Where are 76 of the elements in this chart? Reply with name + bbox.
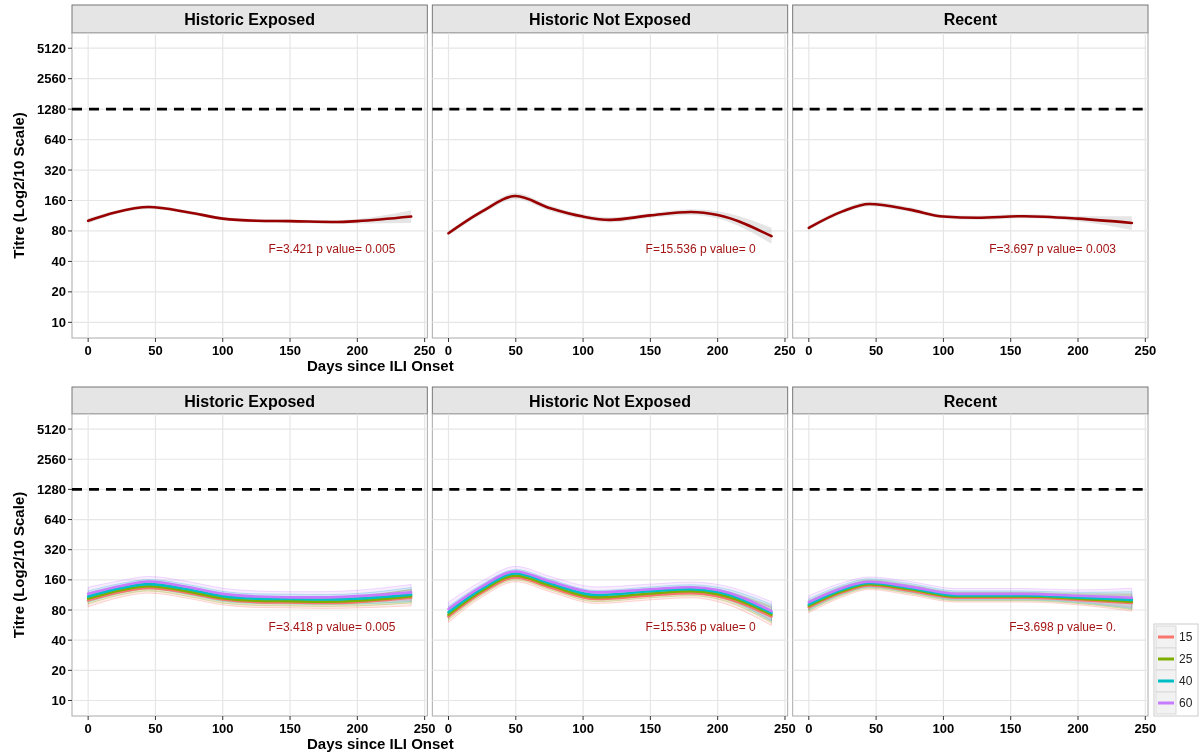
x-tick-label: 100 <box>572 343 594 358</box>
y-tick-label: 80 <box>51 223 66 239</box>
y-tick-label: 10 <box>51 314 66 330</box>
legend-label: 60 <box>1179 696 1193 710</box>
chart-title: Historic Not Exposed <box>529 393 691 410</box>
x-tick-label: 150 <box>999 343 1022 358</box>
y-tick-label: 1280 <box>37 481 66 497</box>
x-tick-label: 50 <box>868 721 884 736</box>
chart-title: Recent <box>943 11 998 28</box>
y-tick-label: 640 <box>44 512 66 528</box>
x-tick-label: 250 <box>774 343 796 358</box>
x-tick-label: 200 <box>706 721 729 736</box>
x-tick-label: 100 <box>572 721 594 736</box>
x-tick-label: 250 <box>1134 343 1157 358</box>
x-axis-title: Days since ILI Onset <box>306 357 454 374</box>
y-tick-label: 20 <box>51 662 66 678</box>
legend-label: 25 <box>1179 652 1193 666</box>
x-tick-label: 100 <box>932 343 955 358</box>
y-tick-label: 80 <box>51 602 66 618</box>
x-tick-label: 50 <box>148 343 163 358</box>
annotation: F=15.536 p value= 0 <box>645 241 756 256</box>
x-tick-label: 200 <box>346 721 369 736</box>
y-tick-label: 40 <box>51 253 66 269</box>
x-tick-label: 50 <box>868 343 884 358</box>
x-tick-label: 250 <box>413 721 436 736</box>
y-tick-label: 2560 <box>37 71 66 87</box>
x-tick-label: 250 <box>1134 721 1157 736</box>
x-tick-label: 100 <box>211 721 234 736</box>
annotation: F=3.698 p value= 0. <box>1009 620 1116 635</box>
legend-label: 15 <box>1179 630 1193 644</box>
x-tick-label: 0 <box>84 721 92 736</box>
annotation: F=15.536 p value= 0 <box>645 620 756 635</box>
y-tick-label: 320 <box>44 162 66 178</box>
x-tick-label: 150 <box>279 343 301 358</box>
y-tick-label: 40 <box>51 632 66 648</box>
chart-title: Recent <box>943 393 998 410</box>
x-tick-label: 0 <box>444 721 453 736</box>
x-tick-label: 0 <box>805 343 813 358</box>
x-tick-label: 50 <box>148 721 163 736</box>
y-tick-label: 20 <box>51 284 66 300</box>
annotation: F=3.418 p value= 0.005 <box>268 620 396 635</box>
legend-label: 40 <box>1179 674 1193 688</box>
y-tick-label: 320 <box>44 542 66 558</box>
y-tick-label: 5120 <box>37 40 66 56</box>
x-tick-label: 150 <box>279 721 301 736</box>
y-tick-label: 640 <box>44 132 66 148</box>
y-tick-label: 10 <box>51 692 66 708</box>
x-tick-label: 150 <box>639 343 662 358</box>
y-tick-label: 160 <box>44 572 66 588</box>
x-tick-label: 200 <box>1067 343 1089 358</box>
x-tick-label: 200 <box>1067 721 1089 736</box>
annotation: F=3.697 p value= 0.003 <box>989 241 1117 256</box>
x-tick-label: 150 <box>639 721 662 736</box>
chart-title: Historic Not Exposed <box>529 11 691 28</box>
x-tick-label: 100 <box>211 343 234 358</box>
x-tick-label: 0 <box>805 721 813 736</box>
annotation: F=3.421 p value= 0.005 <box>268 241 396 256</box>
x-tick-label: 200 <box>346 343 369 358</box>
x-tick-label: 100 <box>932 721 955 736</box>
y-tick-label: 5120 <box>37 421 66 437</box>
x-tick-label: 0 <box>444 343 453 358</box>
x-tick-label: 250 <box>413 343 436 358</box>
y-tick-label: 1280 <box>37 101 66 117</box>
x-axis-title: Days since ILI Onset <box>306 735 454 752</box>
chart-title: Historic Exposed <box>184 393 316 410</box>
x-tick-label: 200 <box>706 343 729 358</box>
y-tick-label: 2560 <box>37 451 66 467</box>
chart-title: Historic Exposed <box>184 11 316 28</box>
x-tick-label: 50 <box>508 343 524 358</box>
x-tick-label: 0 <box>84 343 92 358</box>
x-tick-label: 150 <box>999 721 1022 736</box>
y-axis-title: Titre (Log2/10 Scale) <box>10 112 27 259</box>
x-tick-label: 50 <box>508 721 524 736</box>
x-tick-label: 250 <box>774 721 796 736</box>
y-tick-label: 160 <box>44 193 66 208</box>
y-axis-title: Titre (Log2/10 Scale) <box>10 491 27 639</box>
